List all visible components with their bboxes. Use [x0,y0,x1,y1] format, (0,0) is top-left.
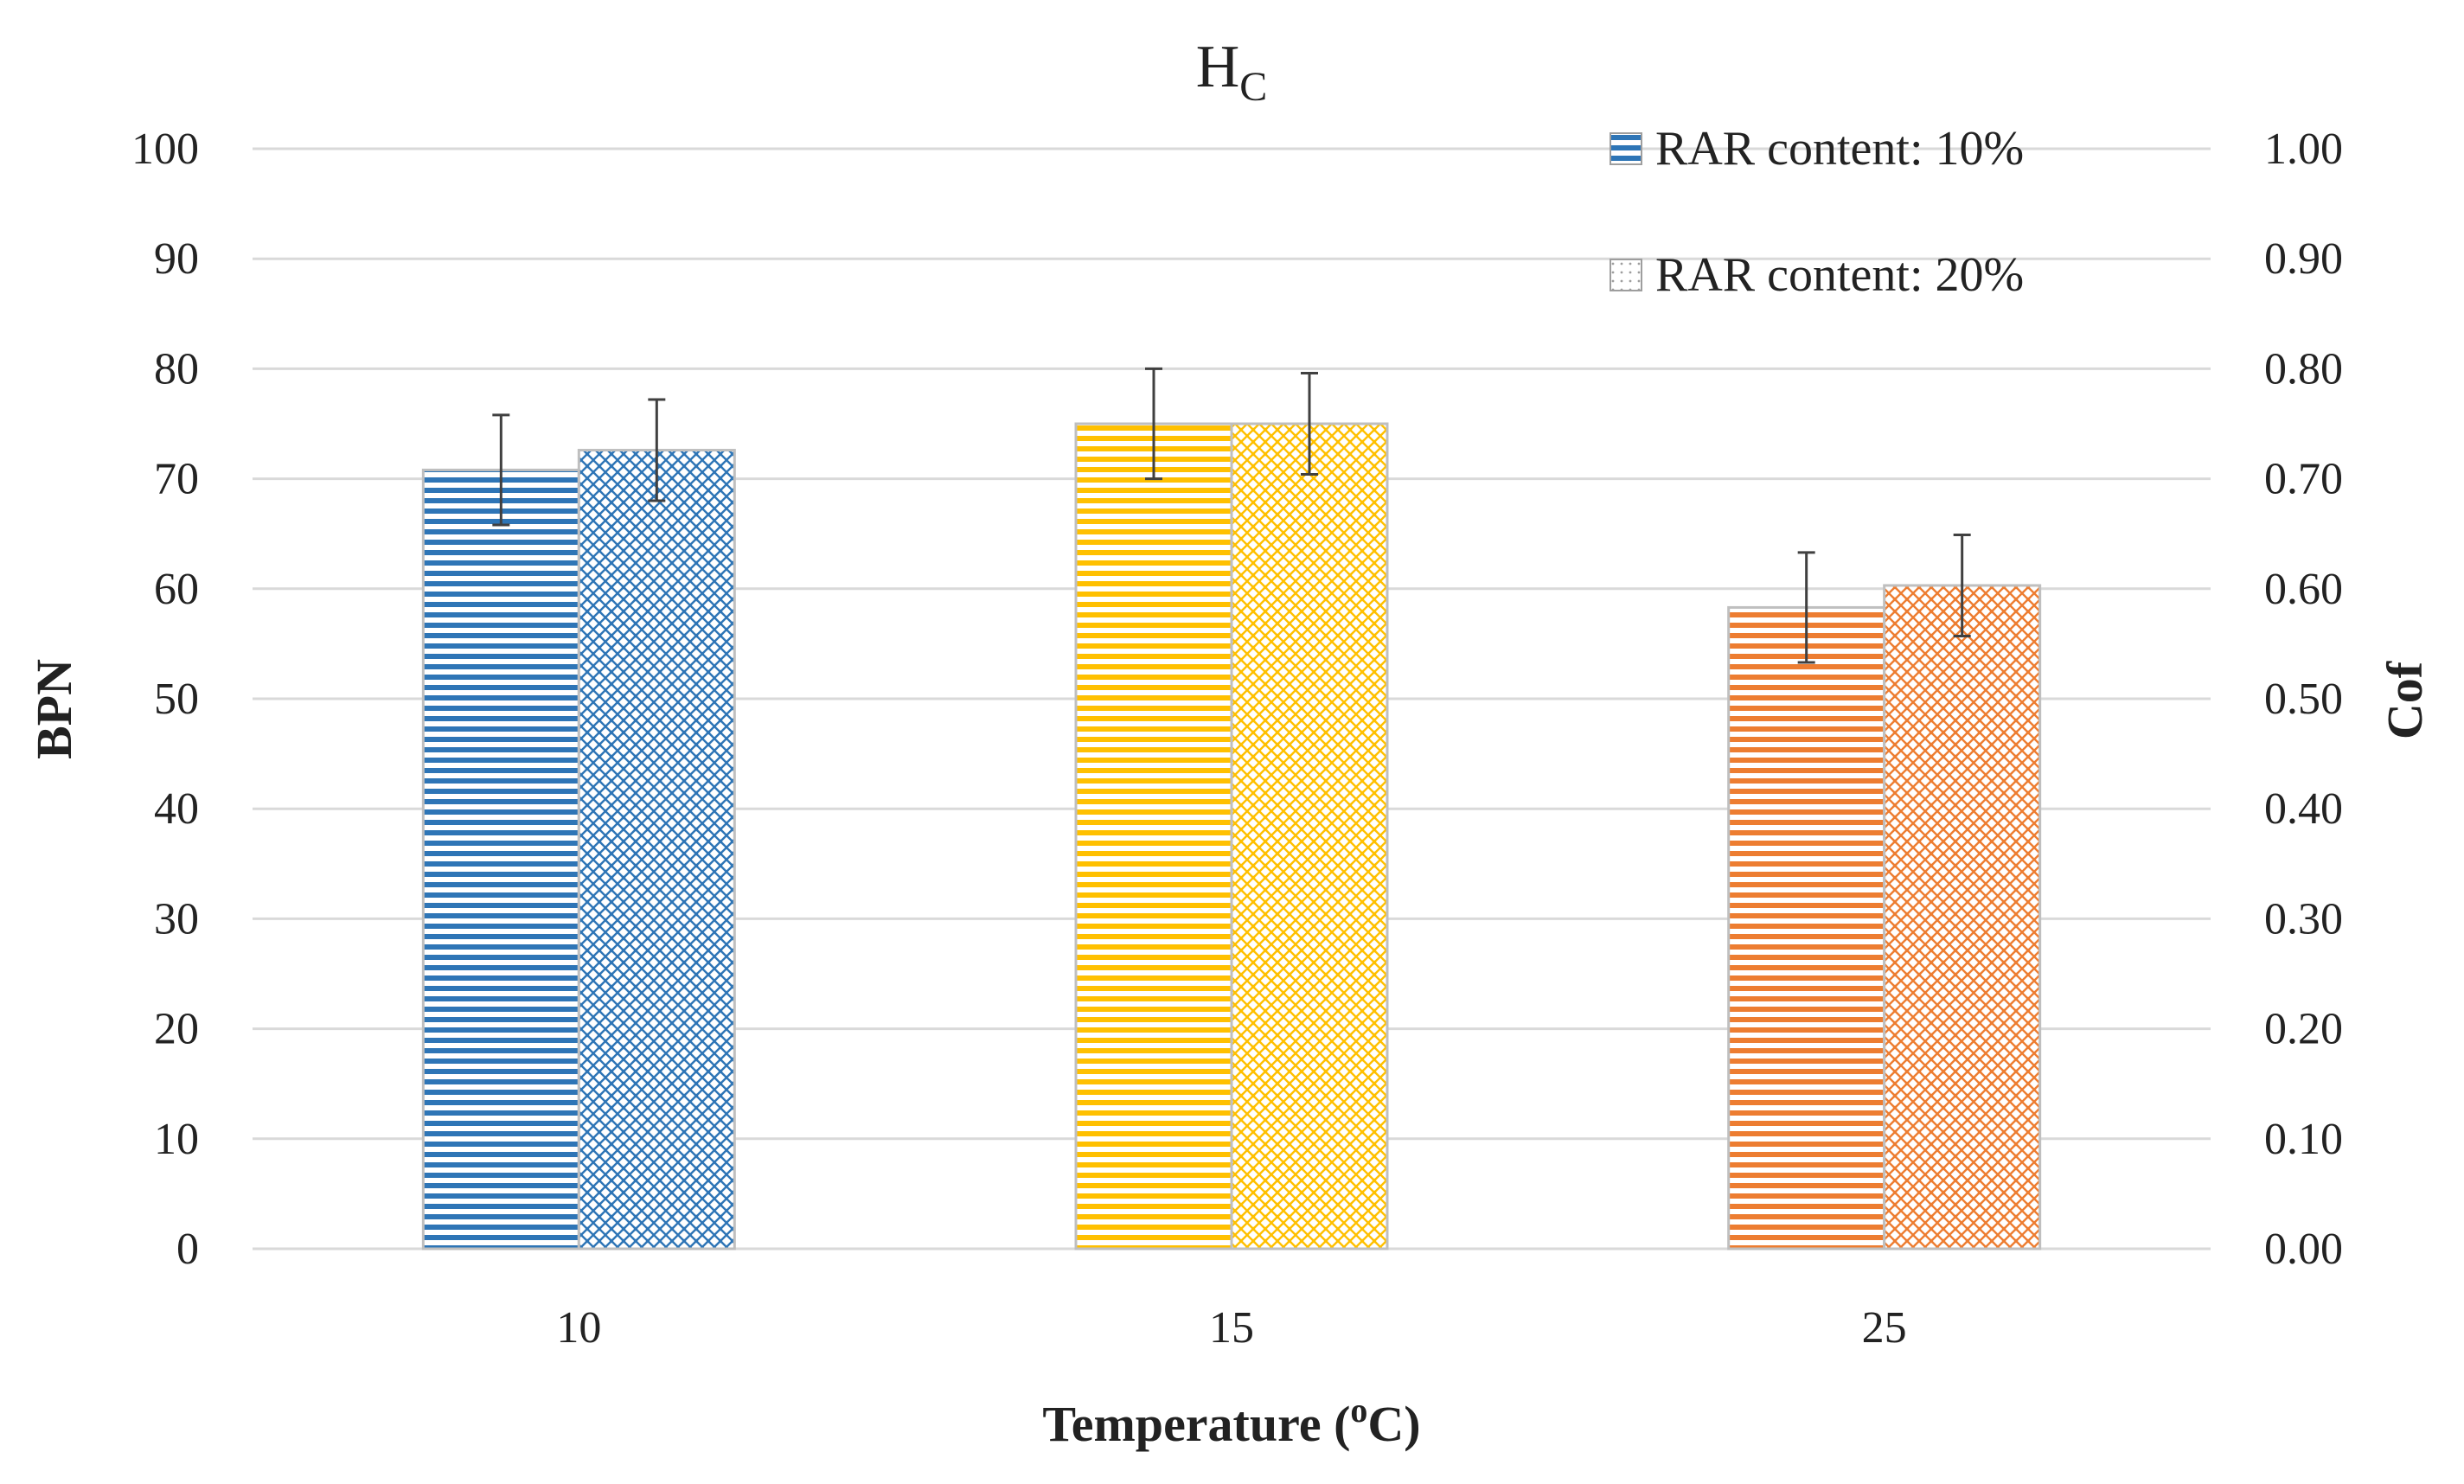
x-tick-label: 25 [1862,1303,1907,1353]
bar-15-series-1 [1076,424,1232,1249]
y2-tick-label: 0.40 [2264,784,2343,834]
y2-tick-label: 0.00 [2264,1225,2343,1274]
y2-axis-ticks: 0.00 0.10 0.20 0.30 0.40 0.50 0.60 0.70 0.80 0.90… [2264,125,2343,1274]
bar-15-series-2 [1232,424,1387,1249]
y2-tick-label: 1.00 [2264,125,2343,174]
legend-swatch-series-2 [1610,259,1642,291]
y-tick-label: 50 [154,675,199,724]
x-tick-label: 10 [556,1303,601,1353]
legend-label-series-2: RAR content: 20% [1655,248,2024,302]
y2-tick-label: 0.80 [2264,344,2343,393]
bar-10-series-1 [423,470,579,1249]
y2-tick-label: 0.90 [2264,234,2343,284]
x-tick-label: 15 [1209,1303,1254,1353]
y-tick-label: 10 [154,1115,199,1164]
y2-tick-label: 0.10 [2264,1115,2343,1164]
y2-tick-label: 0.70 [2264,455,2343,504]
legend: RAR content: 10% RAR content: 20% [1610,122,2024,302]
x-axis-ticks: 10 15 25 [556,1303,1906,1353]
bar-10-series-2 [579,451,734,1249]
x-axis-title: Temperature (oC) [1042,1391,1420,1452]
y-tick-label: 80 [154,344,199,393]
y-axis-ticks: 0 10 20 30 40 50 60 70 80 90 100 [131,125,199,1274]
bar-25-series-1 [1729,607,1885,1249]
bars [423,424,2039,1249]
bar-25-series-2 [1885,585,2040,1249]
y2-tick-label: 0.50 [2264,675,2343,724]
y-tick-label: 60 [154,565,199,614]
y2-axis-title: Cof [2377,661,2433,739]
chart-title: HC [1196,34,1268,110]
y-tick-label: 30 [154,894,199,943]
y2-tick-label: 0.30 [2264,894,2343,943]
y-axis-title: BPN [26,659,82,759]
y-tick-label: 90 [154,234,199,284]
legend-label-series-1: RAR content: 10% [1655,122,2024,176]
y-tick-label: 0 [176,1225,199,1274]
y2-tick-label: 0.20 [2264,1005,2343,1054]
y-tick-label: 40 [154,784,199,834]
y-tick-label: 20 [154,1005,199,1054]
y-tick-label: 70 [154,455,199,504]
bar-chart: HC 0102030405060708090100 0.000.100.200.… [0,0,2464,1484]
legend-swatch-series-1 [1610,133,1642,164]
y2-tick-label: 0.60 [2264,565,2343,614]
y-tick-label: 100 [131,125,199,174]
